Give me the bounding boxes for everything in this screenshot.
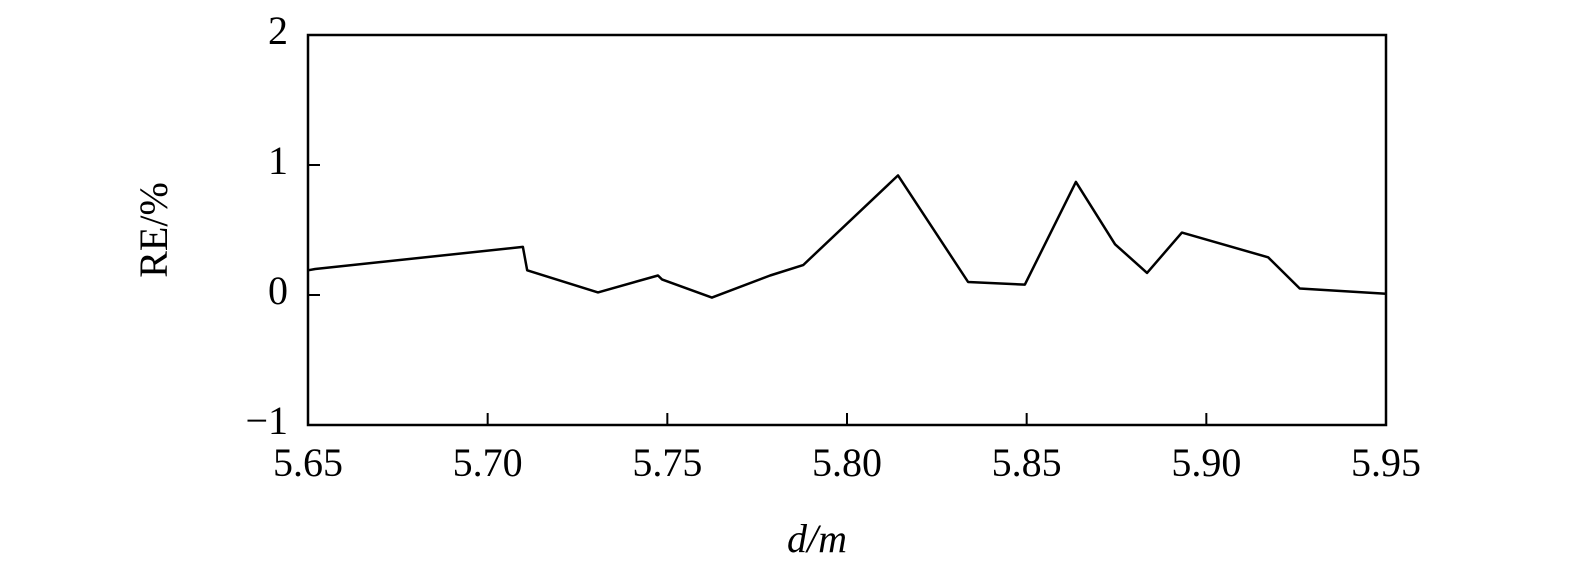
x-tick-label: 5.85 bbox=[992, 440, 1062, 485]
x-tick-label: 5.65 bbox=[273, 440, 343, 485]
y-tick-label: 1 bbox=[268, 138, 288, 183]
x-tick-label: 5.75 bbox=[632, 440, 702, 485]
x-tick-label: 5.90 bbox=[1171, 440, 1241, 485]
x-tick-label: 5.95 bbox=[1351, 440, 1421, 485]
y-tick-label: 0 bbox=[268, 268, 288, 313]
y-axis-label: RE/% bbox=[131, 182, 176, 278]
x-axis-label: d/m bbox=[787, 516, 847, 561]
x-tick-label: 5.70 bbox=[453, 440, 523, 485]
x-tick-label: 5.80 bbox=[812, 440, 882, 485]
y-tick-label: 2 bbox=[268, 8, 288, 53]
y-tick-label: −1 bbox=[245, 398, 288, 443]
plot-frame bbox=[306, 33, 1388, 427]
data-line bbox=[307, 174, 1387, 299]
